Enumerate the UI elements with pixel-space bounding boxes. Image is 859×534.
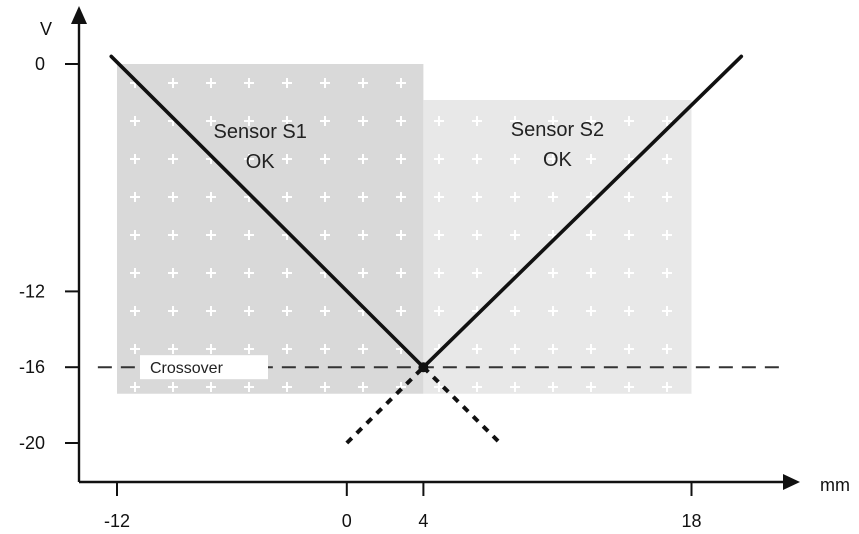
intersection-point xyxy=(418,362,429,373)
x-axis-arrow xyxy=(783,474,800,490)
axes-layer xyxy=(65,6,800,496)
series-s2-solid xyxy=(421,54,744,370)
y-axis-arrow xyxy=(71,6,87,24)
regions-layer xyxy=(117,64,692,394)
crossover-layer: Crossover xyxy=(97,355,788,380)
region-status-s2: OK xyxy=(543,149,573,171)
x-tick-label-1: 0 xyxy=(342,511,352,531)
region-label-s2: Sensor S2 xyxy=(511,119,604,141)
region-status-s1: OK xyxy=(246,151,276,173)
x-tick-label-2: 4 xyxy=(418,511,428,531)
region-grid-s1 xyxy=(117,64,424,394)
crossover-label: Crossover xyxy=(150,360,224,377)
labels-layer: Sensor S1 OK Sensor S2 OK 0 -12 -16 -20 -12 0 4 18 V… xyxy=(19,19,850,531)
series-s2-dotted xyxy=(345,365,425,445)
y-tick-label-0: 0 xyxy=(35,54,45,74)
series-s1-dotted xyxy=(421,365,502,445)
y-tick-label-2: -16 xyxy=(19,357,45,377)
region-label-s1: Sensor S1 xyxy=(214,121,307,143)
y-axis-label: V xyxy=(40,19,52,39)
x-tick-label-0: -12 xyxy=(104,511,130,531)
series-s1-solid xyxy=(109,54,426,370)
y-tick-label-1: -12 xyxy=(19,281,45,301)
x-axis-label: mm xyxy=(820,475,850,495)
series-layer xyxy=(109,54,744,445)
x-tick-label-3: 18 xyxy=(681,511,701,531)
crossover-label-bg xyxy=(140,355,268,380)
y-tick-label-3: -20 xyxy=(19,433,45,453)
